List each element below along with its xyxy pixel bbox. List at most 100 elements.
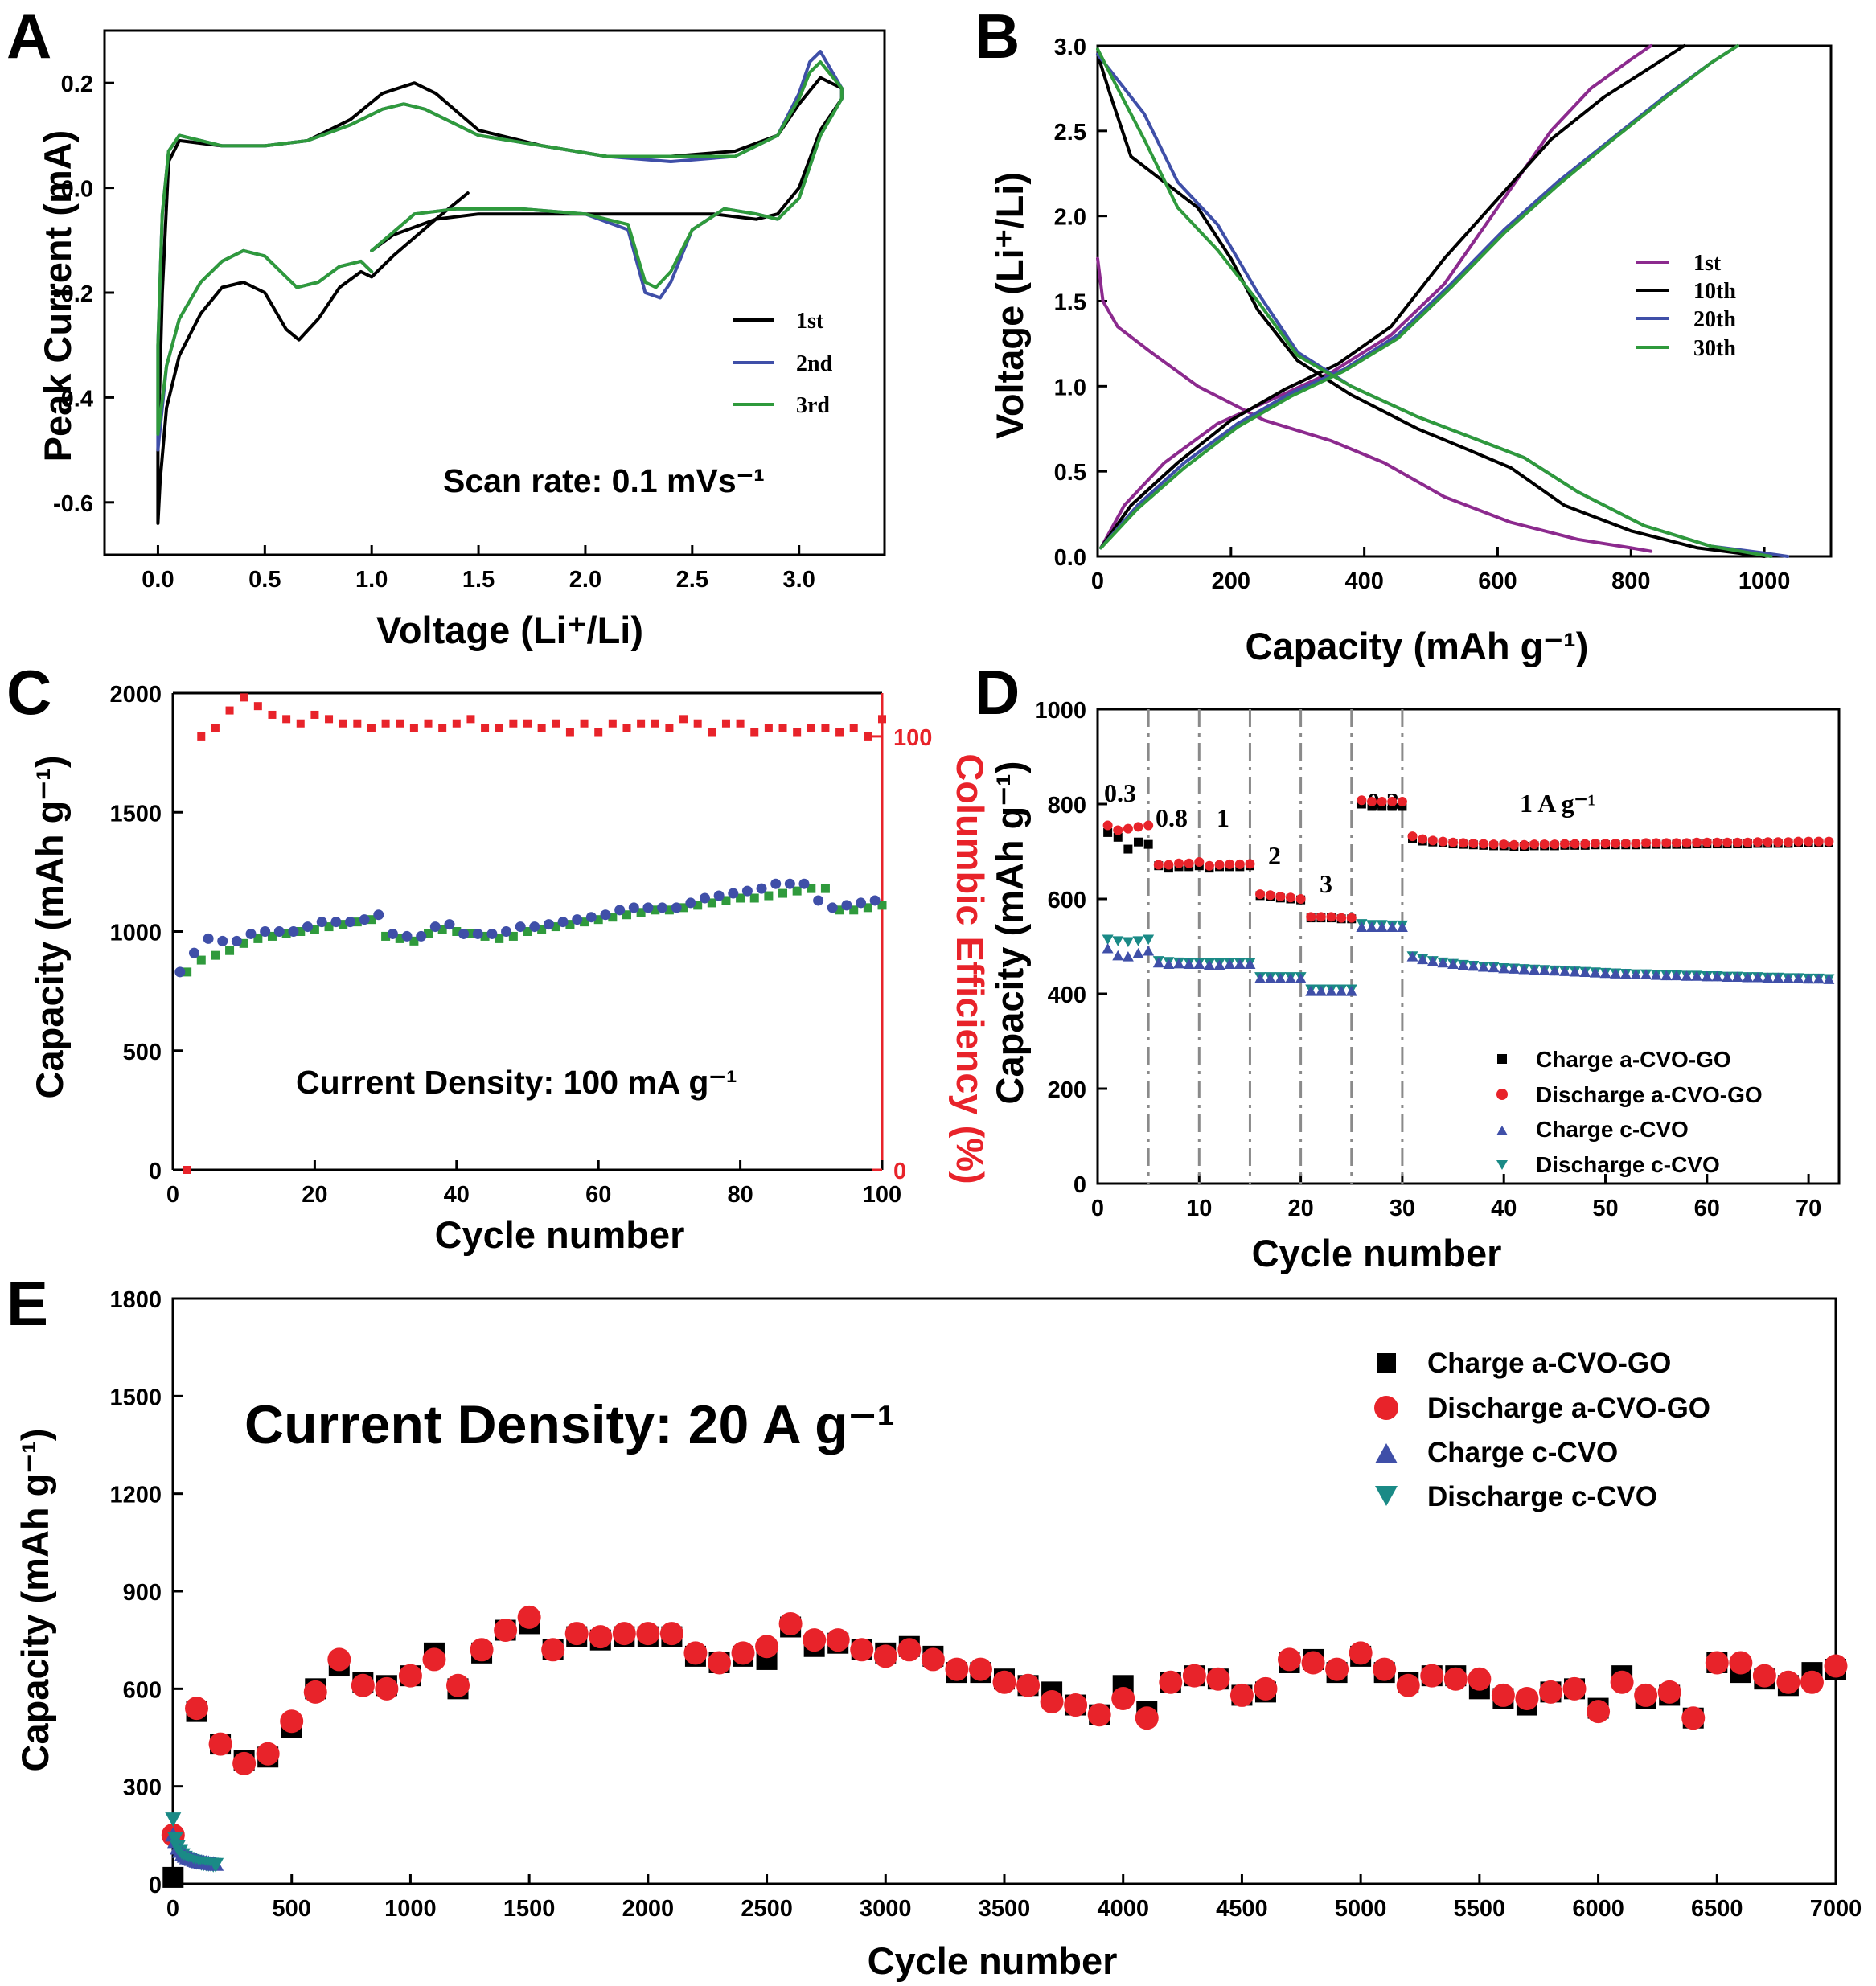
discharge-point (770, 878, 782, 889)
charge-a-cvo-go-point (1113, 832, 1123, 842)
cv-curve-1st (156, 76, 844, 525)
charge-c-cvo-point (1589, 967, 1601, 978)
charge-c-cvo-point (1244, 958, 1256, 970)
discharge-c-cvo-point (1112, 936, 1124, 946)
charge-curve-20th (1099, 44, 1739, 550)
y-tick-label-d: 0 (1073, 1172, 1086, 1198)
discharge-point (472, 928, 483, 939)
charge-c-cvo-point (1782, 973, 1794, 983)
x-tick-label-a: 1.5 (462, 567, 495, 593)
discharge-a-cvo-go-point (803, 1628, 827, 1652)
charge-c-cvo-point (1376, 921, 1388, 932)
charge-c-cvo-point (1477, 961, 1489, 972)
y-tick-label-e: 1800 (109, 1287, 162, 1313)
discharge-a-cvo-go-point (1824, 1654, 1848, 1678)
charge-c-cvo-point (1701, 970, 1713, 982)
discharge-point (813, 895, 824, 906)
discharge-a-cvo-go-point (422, 1647, 446, 1672)
discharge-a-cvo-go-point (185, 1697, 209, 1721)
discharge-a-cvo-go-point (1275, 892, 1286, 902)
charge-curve-10th (1099, 44, 1686, 550)
efficiency-point (778, 724, 787, 732)
discharge-a-cvo-go-point (1427, 835, 1438, 846)
discharge-point (856, 897, 867, 909)
x-tick-label-a: 3.0 (783, 567, 815, 593)
x-tick-label-e: 3000 (860, 1896, 912, 1922)
discharge-a-cvo-go-point (1265, 890, 1275, 901)
discharge-a-cvo-go-point (1387, 797, 1398, 807)
discharge-point (869, 895, 881, 906)
x-tick-label-a: 0.0 (142, 567, 174, 593)
discharge-point (741, 885, 753, 897)
charge-point (452, 927, 462, 936)
discharge-point (700, 892, 710, 904)
charge-c-cvo-point (1660, 970, 1673, 981)
efficiency-point (509, 719, 518, 728)
discharge-a-cvo-go-point (1204, 860, 1214, 871)
axis-title-a-x: Voltage (Li⁺/Li) (376, 609, 643, 651)
discharge-a-cvo-go-point (1590, 838, 1600, 848)
y-tick-label-b: 0.0 (1054, 545, 1086, 571)
legend-label-a-1st: 1st (796, 309, 824, 334)
discharge-a-cvo-go-point (1153, 860, 1164, 870)
discharge-a-cvo-go-point (327, 1647, 351, 1672)
discharge-a-cvo-go-point (968, 1657, 992, 1681)
discharge-a-cvo-go-point (1804, 836, 1814, 847)
charge-c-cvo-point (1264, 973, 1276, 983)
discharge-a-cvo-go-point (1418, 834, 1428, 844)
charge-c-cvo-point (1386, 921, 1398, 932)
discharge-a-cvo-go-point (873, 1644, 897, 1668)
x-tick-label-b: 0 (1091, 568, 1104, 594)
legend-label-b-10th: 10th (1693, 279, 1736, 304)
charge-point (778, 888, 788, 898)
axis-title-c-y-right: Columbic Efficiency (%) (949, 753, 991, 1184)
x-tick-label-b: 600 (1478, 568, 1517, 594)
efficiency-point (552, 719, 560, 728)
efficiency-point (268, 710, 277, 719)
charge-point (409, 936, 419, 946)
discharge-a-cvo-go-point (1824, 836, 1834, 847)
charge-c-cvo-point (1742, 971, 1754, 983)
discharge-a-cvo-go-point (494, 1619, 518, 1643)
charge-c-cvo-point (1650, 969, 1662, 980)
x-tick-label-a: 2.5 (676, 567, 708, 593)
charge-c-cvo-point (1356, 921, 1368, 932)
discharge-a-cvo-go-point (1143, 820, 1154, 831)
charge-point (225, 946, 235, 955)
x-tick-label-d: 70 (1796, 1196, 1821, 1221)
efficiency-point (721, 719, 730, 728)
discharge-c-cvo-point (166, 1832, 183, 1847)
charge-c-cvo-point (1143, 945, 1155, 956)
discharge-point (387, 928, 398, 939)
plot-area: 0.0 0.5 1.0 1.5 2.0 2.5 3.0 -0.6 -0.4 -0.2 0.0 0.2 0… (53, 29, 1862, 1922)
discharge-point (330, 917, 342, 928)
charge-point (580, 917, 589, 927)
discharge-a-cvo-go-point (1611, 838, 1621, 848)
discharge-a-cvo-go-point (1587, 1700, 1611, 1724)
discharge-point (671, 902, 682, 913)
x-tick-label-d: 50 (1592, 1196, 1618, 1221)
charge-point (764, 891, 774, 901)
efficiency-point (310, 710, 319, 719)
y-tick-label-a: 0.0 (61, 177, 93, 203)
legend-label-a-3rd: 3rd (796, 393, 830, 418)
discharge-a-cvo-go-point (1184, 858, 1194, 868)
x-tick-label-d: 10 (1186, 1196, 1212, 1221)
discharge-a-cvo-go-point (636, 1622, 660, 1646)
efficiency-point (424, 719, 433, 728)
x-tick-label-e: 4000 (1097, 1896, 1149, 1922)
charge-point (551, 922, 560, 932)
discharge-curve-30th (1096, 47, 1773, 558)
charge-point (523, 927, 532, 936)
charge-c-cvo-point (1173, 958, 1185, 969)
charge-point (792, 886, 802, 896)
discharge-a-cvo-go-point (1509, 839, 1519, 850)
discharge-point (359, 914, 370, 925)
cv-curve-2nd (156, 50, 844, 452)
efficiency-point (197, 732, 206, 741)
y-tick-label-d: 200 (1048, 1077, 1086, 1103)
discharge-a-cvo-go-point (1443, 1667, 1468, 1691)
discharge-point (444, 919, 455, 930)
charge-point (466, 929, 475, 938)
x-tick-label-c: 40 (444, 1182, 470, 1208)
